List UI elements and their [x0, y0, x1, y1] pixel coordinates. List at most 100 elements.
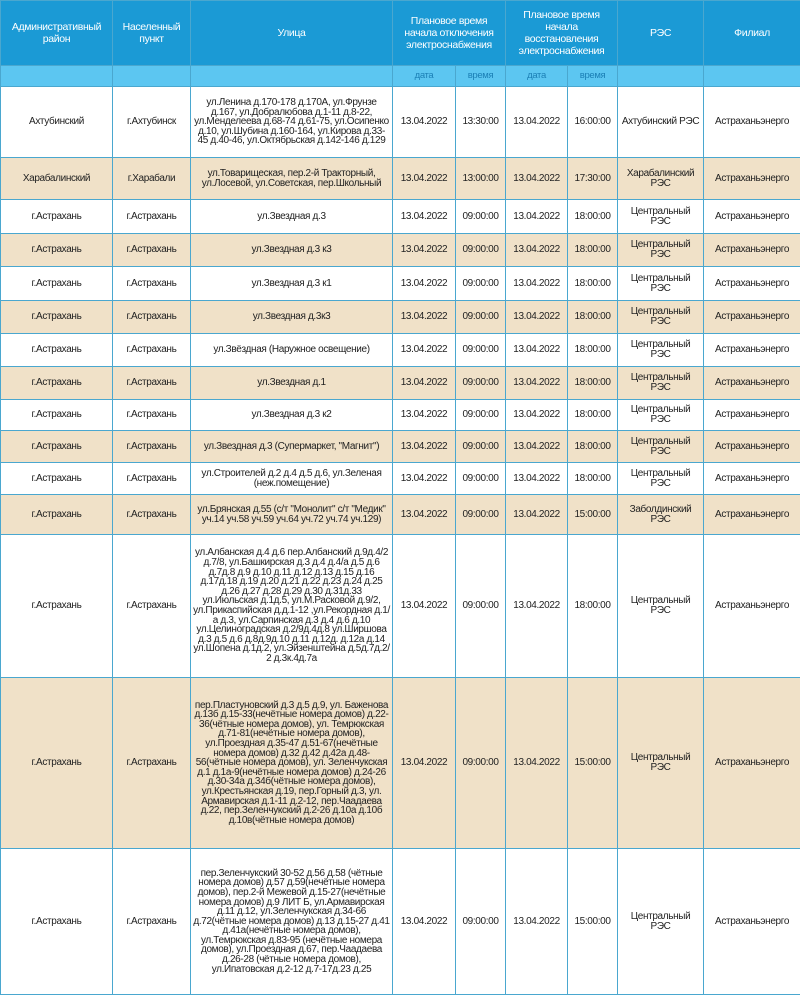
cell-off-time: 09:00:00 — [456, 234, 506, 267]
cell-locality: г.Астрахань — [113, 267, 191, 301]
cell-street: ул.Звездная д.3 к1 — [191, 267, 393, 301]
cell-street: ул.Строителей д.2 д.4 д.5 д.6, ул.Зелена… — [191, 463, 393, 495]
cell-street: ул.Звездная д.1 — [191, 367, 393, 400]
cell-on-date: 13.04.2022 — [506, 267, 568, 301]
cell-branch: Астраханьэнерго — [704, 849, 800, 995]
header-row: Административный район Населенный пункт … — [1, 1, 800, 66]
cell-on-time: 18:00:00 — [568, 367, 618, 400]
col-res: РЭС — [618, 1, 704, 66]
cell-street: пер.Пластуновский д.3 д.5 д.9, ул. Бажен… — [191, 678, 393, 849]
cell-street: ул.Звёздная (Наружное освещение) — [191, 334, 393, 367]
cell-on-date: 13.04.2022 — [506, 234, 568, 267]
col-street: Улица — [191, 1, 393, 66]
subheader-row: дата время дата время — [1, 66, 800, 87]
cell-locality: г.Астрахань — [113, 234, 191, 267]
cell-res: Центральный РЭС — [618, 367, 704, 400]
cell-res: Центральный РЭС — [618, 431, 704, 463]
cell-on-time: 18:00:00 — [568, 267, 618, 301]
cell-on-time: 15:00:00 — [568, 678, 618, 849]
cell-branch: Астраханьэнерго — [704, 200, 800, 234]
cell-locality: г.Астрахань — [113, 334, 191, 367]
cell-locality: г.Астрахань — [113, 400, 191, 431]
cell-res: Центральный РЭС — [618, 267, 704, 301]
cell-on-time: 15:00:00 — [568, 849, 618, 995]
cell-on-time: 18:00:00 — [568, 234, 618, 267]
cell-off-time: 09:00:00 — [456, 200, 506, 234]
cell-res: Центральный РЭС — [618, 200, 704, 234]
cell-district: г.Астрахань — [1, 234, 113, 267]
cell-off-time: 09:00:00 — [456, 301, 506, 334]
cell-off-time: 09:00:00 — [456, 334, 506, 367]
cell-street: ул.Звездная д.3 — [191, 200, 393, 234]
cell-off-date: 13.04.2022 — [393, 200, 456, 234]
cell-branch: Астраханьэнерго — [704, 431, 800, 463]
cell-on-time: 18:00:00 — [568, 463, 618, 495]
col-locality: Населенный пункт — [113, 1, 191, 66]
cell-on-time: 18:00:00 — [568, 334, 618, 367]
cell-on-date: 13.04.2022 — [506, 200, 568, 234]
cell-district: г.Астрахань — [1, 267, 113, 301]
cell-locality: г.Астрахань — [113, 463, 191, 495]
cell-branch: Астраханьэнерго — [704, 463, 800, 495]
cell-on-date: 13.04.2022 — [506, 87, 568, 158]
cell-branch: Астраханьэнерго — [704, 334, 800, 367]
cell-off-date: 13.04.2022 — [393, 431, 456, 463]
cell-locality: г.Ахтубинск — [113, 87, 191, 158]
cell-off-time: 09:00:00 — [456, 431, 506, 463]
cell-off-date: 13.04.2022 — [393, 535, 456, 678]
cell-on-date: 13.04.2022 — [506, 400, 568, 431]
cell-on-date: 13.04.2022 — [506, 849, 568, 995]
cell-off-date: 13.04.2022 — [393, 267, 456, 301]
cell-street: ул.Звездная д.3к3 — [191, 301, 393, 334]
cell-branch: Астраханьэнерго — [704, 535, 800, 678]
cell-on-time: 18:00:00 — [568, 535, 618, 678]
cell-district: г.Астрахань — [1, 301, 113, 334]
cell-off-time: 13:30:00 — [456, 87, 506, 158]
cell-branch: Астраханьэнерго — [704, 400, 800, 431]
cell-locality: г.Астрахань — [113, 849, 191, 995]
cell-branch: Астраханьэнерго — [704, 678, 800, 849]
cell-district: Харабалинский — [1, 158, 113, 200]
col-on-time: Плановое время начала восстановления эле… — [506, 1, 618, 66]
cell-off-date: 13.04.2022 — [393, 849, 456, 995]
col-off-time: Плановое время начала отключения электро… — [393, 1, 506, 66]
cell-on-date: 13.04.2022 — [506, 158, 568, 200]
subcol-on-date: дата — [506, 66, 568, 87]
cell-on-date: 13.04.2022 — [506, 535, 568, 678]
cell-locality: г.Астрахань — [113, 200, 191, 234]
cell-branch: Астраханьэнерго — [704, 495, 800, 535]
subcol-on-time: время — [568, 66, 618, 87]
cell-off-time: 09:00:00 — [456, 267, 506, 301]
cell-district: Ахтубинский — [1, 87, 113, 158]
cell-on-date: 13.04.2022 — [506, 431, 568, 463]
cell-branch: Астраханьэнерго — [704, 267, 800, 301]
cell-res: Центральный РЭС — [618, 678, 704, 849]
cell-district: г.Астрахань — [1, 400, 113, 431]
cell-district: г.Астрахань — [1, 495, 113, 535]
cell-off-date: 13.04.2022 — [393, 158, 456, 200]
cell-locality: г.Харабали — [113, 158, 191, 200]
cell-off-time: 09:00:00 — [456, 849, 506, 995]
cell-on-time: 17:30:00 — [568, 158, 618, 200]
cell-res: Харабалинский РЭС — [618, 158, 704, 200]
cell-street: пер.Зеленчукский 30-52 д.56 д.58 (чётные… — [191, 849, 393, 995]
cell-district: г.Астрахань — [1, 535, 113, 678]
cell-off-date: 13.04.2022 — [393, 495, 456, 535]
cell-locality: г.Астрахань — [113, 367, 191, 400]
cell-off-date: 13.04.2022 — [393, 301, 456, 334]
cell-locality: г.Астрахань — [113, 301, 191, 334]
cell-off-date: 13.04.2022 — [393, 234, 456, 267]
cell-district: г.Астрахань — [1, 678, 113, 849]
cell-branch: Астраханьэнерго — [704, 158, 800, 200]
cell-branch: Астраханьэнерго — [704, 87, 800, 158]
cell-branch: Астраханьэнерго — [704, 367, 800, 400]
cell-off-date: 13.04.2022 — [393, 334, 456, 367]
cell-off-time: 09:00:00 — [456, 678, 506, 849]
